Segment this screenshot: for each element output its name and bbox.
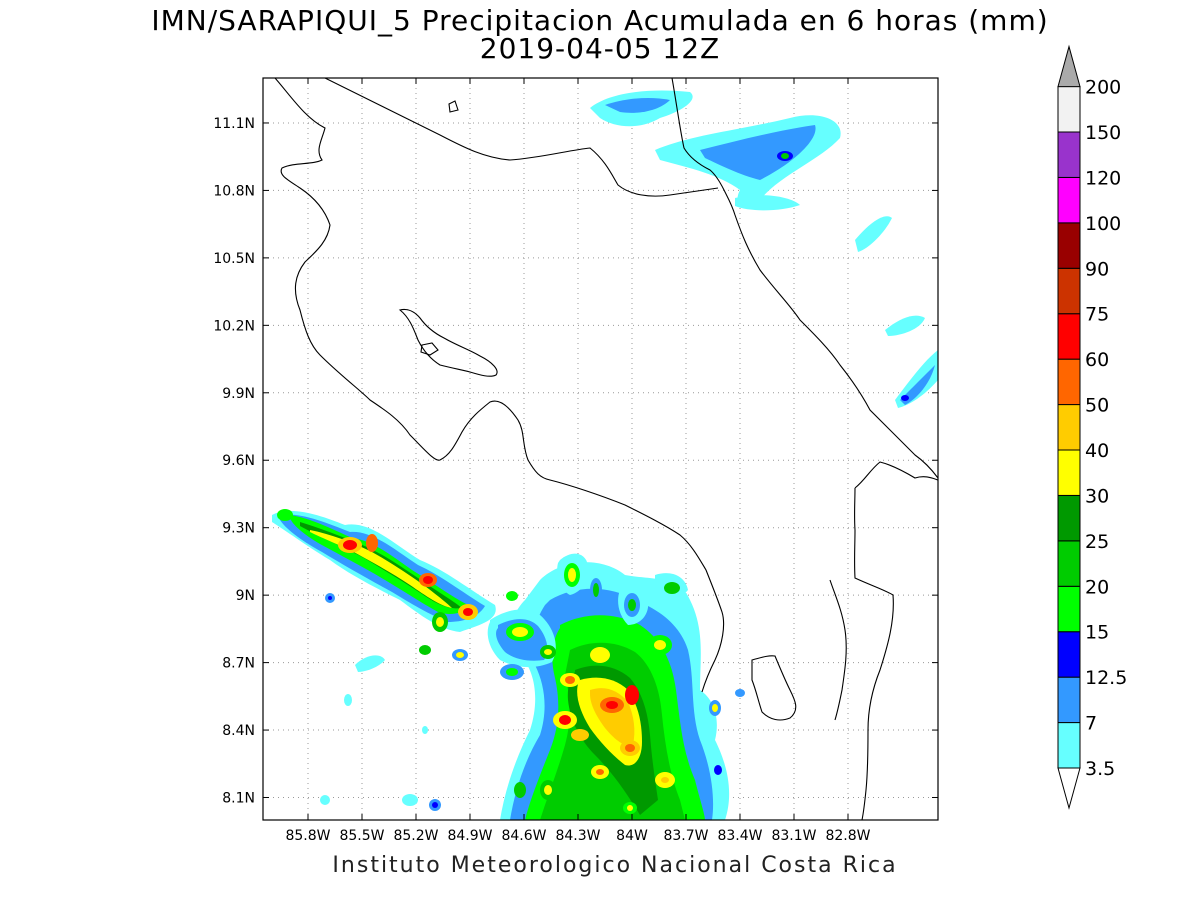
colorbar-swatch bbox=[1057, 176, 1081, 224]
lat-tick-label: 8.4N bbox=[222, 723, 255, 739]
colorbar-swatch bbox=[1057, 494, 1081, 542]
lat-tick-label: 10.2N bbox=[213, 318, 255, 334]
lon-tick-label: 84.9W bbox=[447, 828, 492, 844]
golfo-dulce bbox=[829, 579, 847, 721]
colorbar-swatch bbox=[1057, 404, 1081, 451]
colorbar-label: 75 bbox=[1085, 304, 1109, 326]
colorbar-swatch bbox=[1057, 358, 1081, 406]
lat-tick-label: 10.8N bbox=[213, 183, 255, 199]
colorbar-swatch bbox=[1057, 131, 1081, 178]
map-title: IMN/SARAPIQUI_5 Precipitacion Acumulada … bbox=[151, 4, 1049, 37]
lat-tick-label: 9N bbox=[236, 588, 255, 604]
map-subtitle-date: 2019-04-05 12Z bbox=[479, 32, 721, 65]
colorbar-arrow-high bbox=[1057, 44, 1081, 88]
colorbar-label: 200 bbox=[1085, 77, 1121, 99]
lat-tick-label: 8.1N bbox=[222, 791, 255, 807]
colorbar-label: 120 bbox=[1085, 167, 1121, 189]
rain-band-southwest bbox=[272, 509, 496, 811]
lat-tick-label: 9.9N bbox=[222, 386, 255, 402]
lon-tick-label: 84W bbox=[616, 828, 648, 844]
colorbar-label: 30 bbox=[1085, 485, 1109, 507]
rain-cells-central bbox=[487, 553, 745, 697]
lon-tick-label: 82.8W bbox=[825, 828, 870, 844]
burica-coast bbox=[854, 487, 894, 820]
lat-tick-label: 9.6N bbox=[222, 453, 255, 469]
longitude-axis: 85.8W 85.5W 85.2W 84.9W 84.6W 84.3W 84W 83.7W 83… bbox=[285, 78, 871, 844]
colorbar-label: 90 bbox=[1085, 258, 1109, 280]
colorbar-label: 20 bbox=[1085, 576, 1109, 598]
map-frame bbox=[262, 77, 939, 821]
lon-tick-label: 84.3W bbox=[555, 828, 600, 844]
colorbar-swatch bbox=[1057, 449, 1081, 496]
panama-border bbox=[854, 461, 938, 489]
colorbar-label: 3.5 bbox=[1085, 758, 1115, 780]
colorbar-label: 40 bbox=[1085, 440, 1109, 462]
colorbar-label: 25 bbox=[1085, 531, 1109, 553]
colorbar-label: 7 bbox=[1085, 713, 1097, 735]
colorbar-label: 50 bbox=[1085, 395, 1109, 417]
colorbar-label: 150 bbox=[1085, 122, 1121, 144]
colorbar-swatch bbox=[1057, 222, 1081, 269]
latitude-axis: 11.1N 10.8N 10.5N 10.2N 9.9N 9.6N 9.3N 9N 8.7N 8.… bbox=[213, 116, 938, 807]
colorbar-legend: 3.5 7 12.5 15 20 25 30 40 50 60 75 90 100 120 150 200 bbox=[1057, 44, 1127, 810]
colorbar-label: 100 bbox=[1085, 213, 1121, 235]
lon-tick-label: 84.6W bbox=[501, 828, 546, 844]
precipitation-field bbox=[272, 90, 938, 820]
map-gridlines bbox=[263, 78, 938, 820]
colorbar-swatch bbox=[1057, 631, 1081, 678]
colorbar-arrow-low bbox=[1057, 767, 1081, 810]
colorbar-swatch bbox=[1057, 722, 1081, 769]
pacific-coast-north bbox=[274, 78, 725, 693]
lon-tick-label: 85.8W bbox=[285, 828, 330, 844]
lon-tick-label: 83.7W bbox=[663, 828, 708, 844]
island-north bbox=[448, 100, 459, 113]
lat-tick-label: 10.5N bbox=[213, 251, 255, 267]
caribbean-coast bbox=[671, 78, 938, 479]
footer-institution: Instituto Meteorologico Nacional Costa R… bbox=[332, 853, 898, 878]
colorbar-label: 60 bbox=[1085, 349, 1109, 371]
colorbar-swatch bbox=[1057, 267, 1081, 315]
colorbar-swatch bbox=[1057, 676, 1081, 724]
lon-tick-label: 85.2W bbox=[393, 828, 438, 844]
lat-tick-label: 9.3N bbox=[222, 521, 255, 537]
colorbar-swatch bbox=[1057, 86, 1081, 133]
colorbar-swatch bbox=[1057, 313, 1081, 360]
lon-tick-label: 83.1W bbox=[771, 828, 816, 844]
nicoya-gulf-coast bbox=[398, 308, 498, 377]
colorbar-label: 15 bbox=[1085, 622, 1109, 644]
lat-tick-label: 11.1N bbox=[213, 116, 255, 132]
gulf-island bbox=[420, 342, 439, 356]
colorbar-swatch bbox=[1057, 540, 1081, 587]
osa-coast bbox=[751, 655, 797, 721]
rain-cluster-northeast bbox=[590, 90, 938, 408]
colorbar-swatch bbox=[1057, 585, 1081, 633]
lon-tick-label: 83.4W bbox=[717, 828, 762, 844]
lat-tick-label: 8.7N bbox=[222, 656, 255, 672]
lake-nicaragua-south bbox=[324, 78, 719, 197]
lon-tick-label: 85.5W bbox=[339, 828, 384, 844]
colorbar-label: 12.5 bbox=[1085, 667, 1127, 689]
coastlines-and-borders bbox=[274, 78, 938, 820]
rain-complex-south-central bbox=[500, 562, 730, 820]
